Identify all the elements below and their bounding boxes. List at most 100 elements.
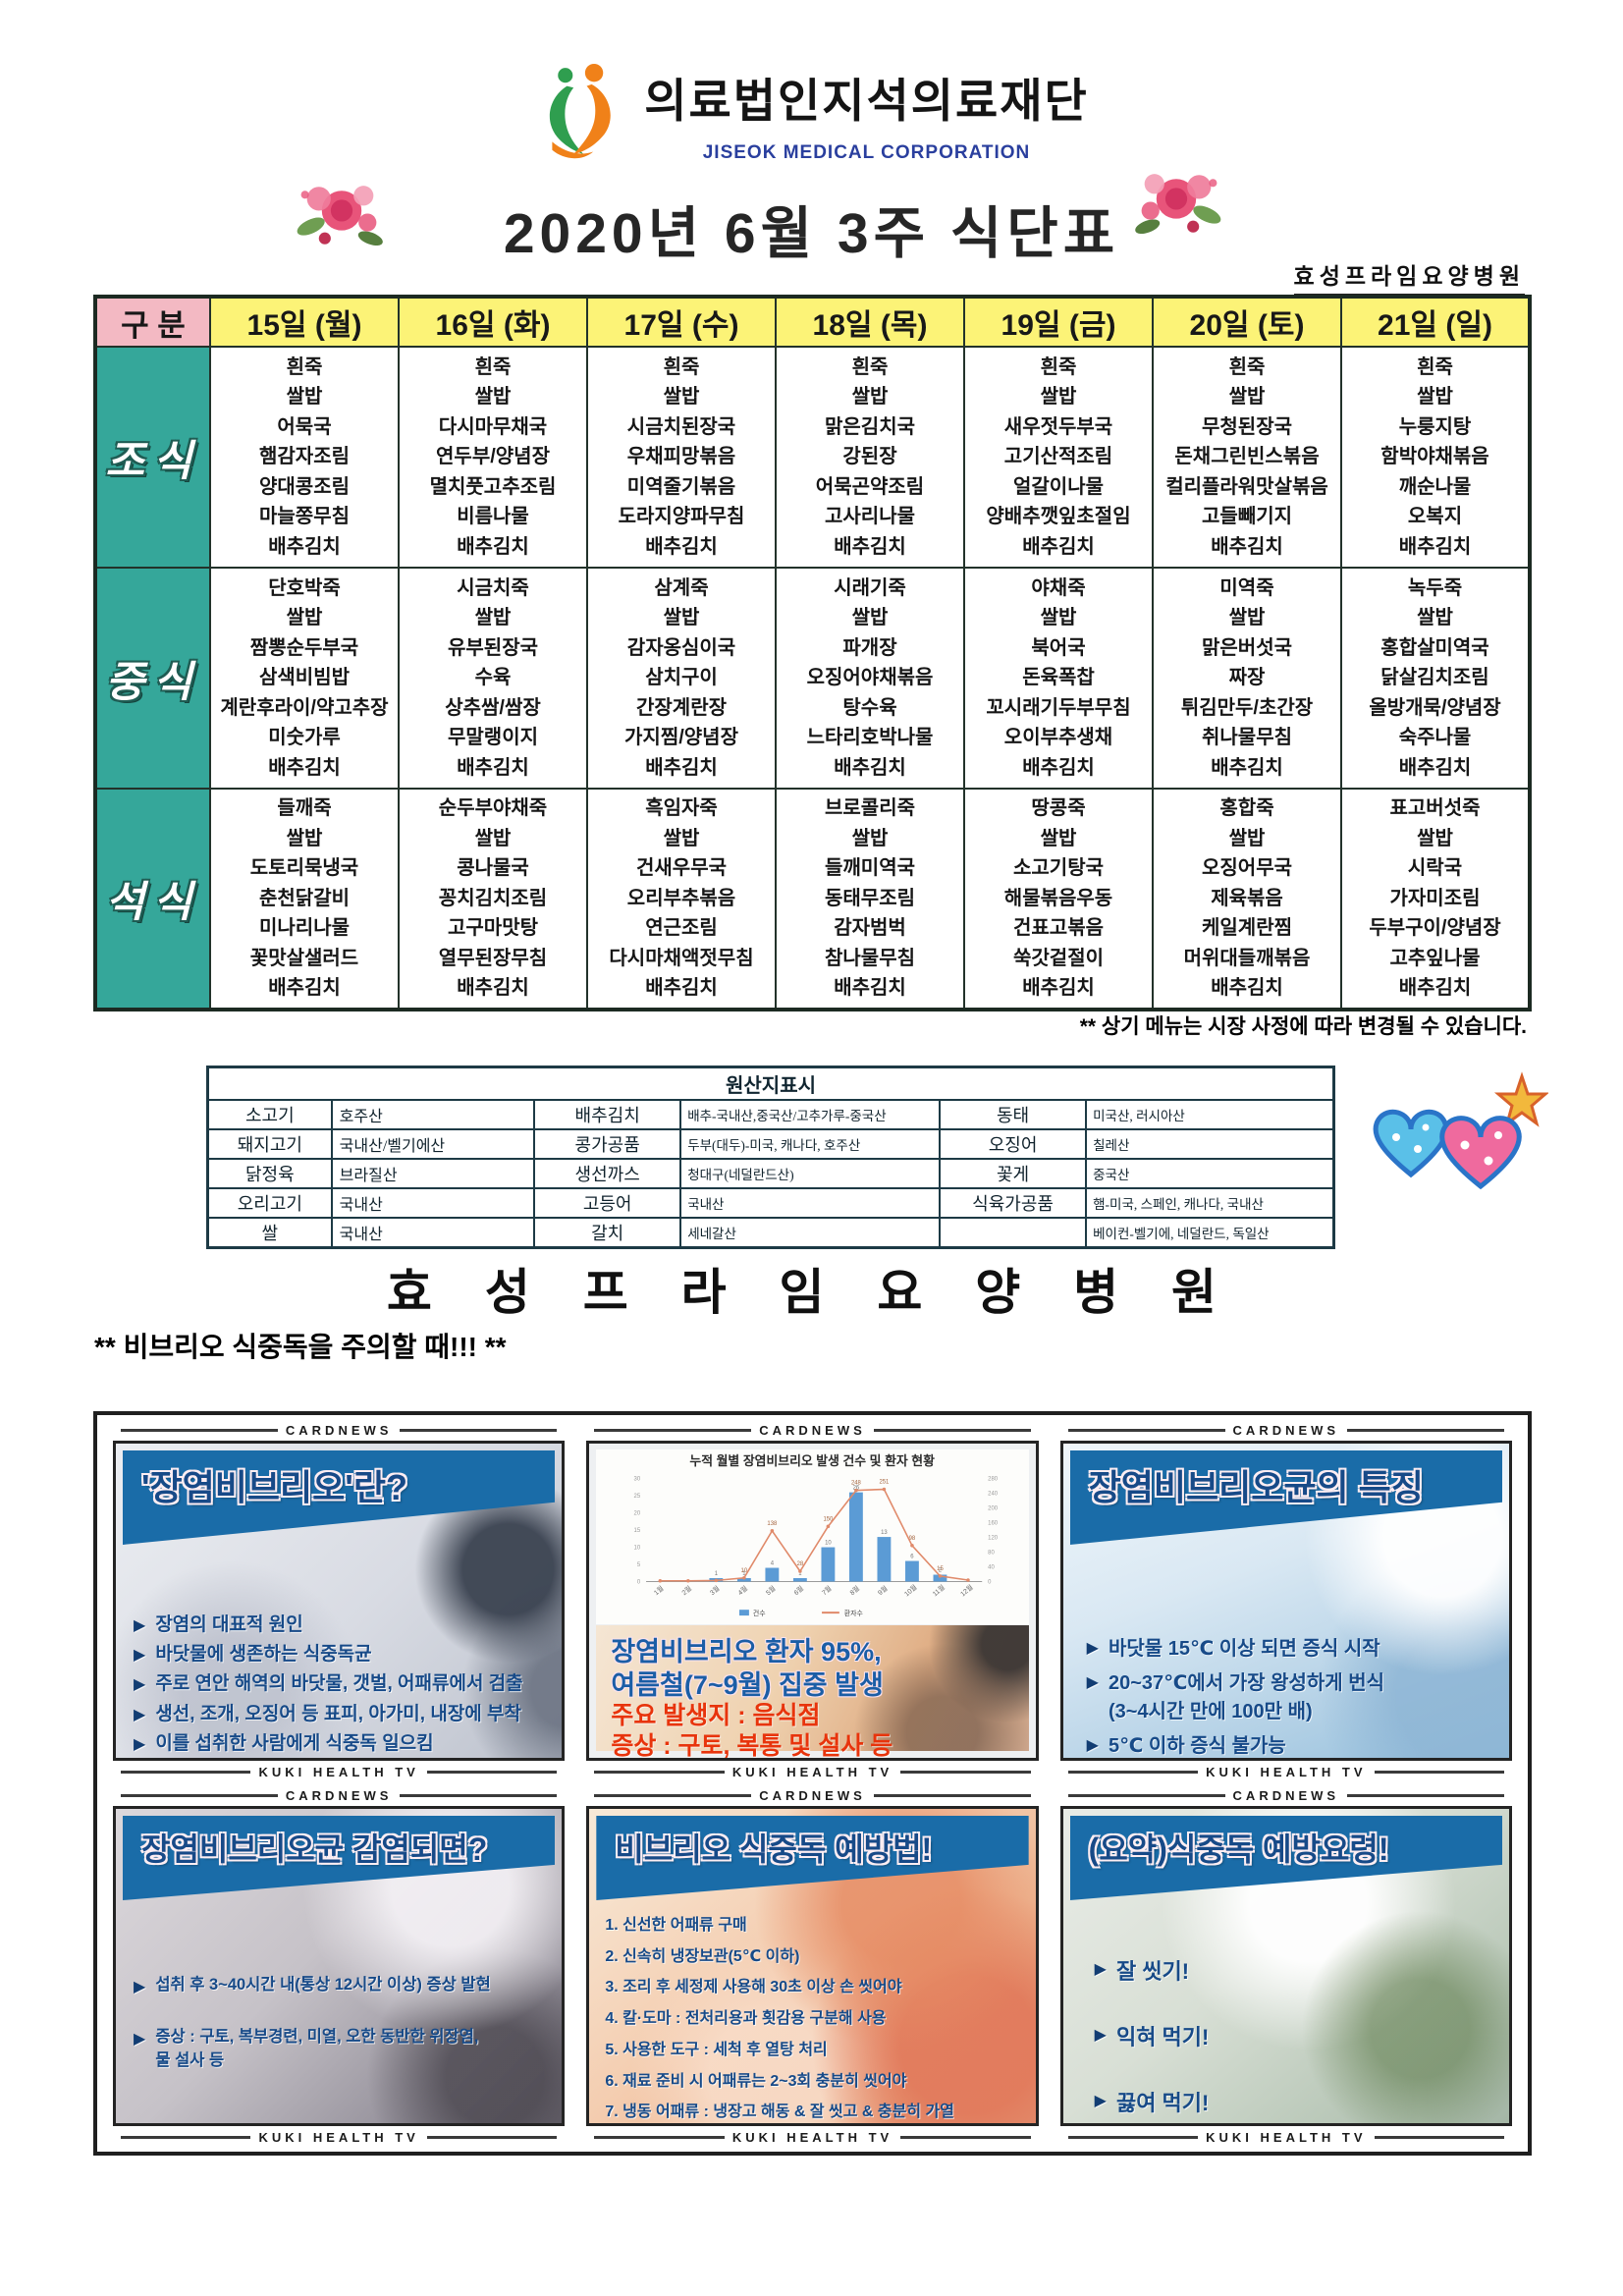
origin-item-cell: 소고기	[206, 1099, 333, 1130]
panel3-bullet-text: 바닷물 15℃ 이상 되면 증식 시작	[1108, 1638, 1380, 1660]
menu-cell: 흰죽 쌀밥 어묵국 햄감자조림 양대콩조림 마늘쫑무침 배추김치	[209, 346, 400, 569]
panel5-step: 7. 냉동 어패류 : 냉장고 해동 & 잘 씻고 & 충분히 가열	[605, 2104, 954, 2121]
svg-text:0: 0	[637, 1579, 641, 1585]
panel1-bullet-text: 이를 섭취한 사람에게 식중독 일으킴	[155, 1732, 434, 1754]
panel1-title: '장염비브리오'란?	[141, 1467, 407, 1507]
svg-text:건수: 건수	[753, 1609, 766, 1617]
menu-header-row: 구 분 15일 (월) 16일 (화) 17일 (수) 18일 (목) 19일 …	[94, 296, 1531, 348]
triangle-bullet-icon: ▶	[1094, 2093, 1107, 2110]
menu-item: 튀김만두/초간장	[1180, 696, 1314, 719]
panel1-bullet: ▶ 주로 연안 해역의 바닷물, 갯벌, 어패류에서 검출	[134, 1671, 552, 1698]
menu-item: 배추김치	[268, 535, 341, 558]
page-title: 2020년 6월 3주 식단표	[503, 202, 1120, 265]
hearts-decoration-icon	[1373, 1071, 1548, 1190]
org-name-korean: 의료법인지석의료재단	[644, 75, 1089, 127]
menu-cell: 삼계죽 쌀밥 감자옹심이국 삼치구이 간장계란장 가지찜/양념장 배추김치	[586, 567, 777, 790]
menu-item: 맑은김치국	[825, 415, 915, 438]
menu-item: 배추김치	[268, 756, 341, 779]
menu-cell: 흰죽 쌀밥 누룽지탕 함박야채볶음 깨순나물 오복지 배추김치	[1340, 346, 1531, 569]
origin-table-body: 소고기 호주산 배추김치 배추-국내산,중국산/고추가루-중국산 동태 미국산, 러시아산…	[206, 1099, 1335, 1249]
menu-cell: 들깨죽 쌀밥 도토리묵냉국 춘천닭갈비 미나리나물 꽃맛살샐러드 배추김치	[209, 788, 400, 1011]
panel1-bullet: ▶ 생선, 조개, 오징어 등 표피, 아가미, 내장에 부착	[134, 1702, 552, 1728]
menu-item: 취나물무침	[1202, 727, 1292, 749]
triangle-bullet-icon: ▶	[1086, 1640, 1099, 1657]
origin-item-cell: 콩가공품	[533, 1128, 682, 1160]
cardnews-panel-if-infected: CARDNEWS 장염비브리오균 감염되면? ▶ 섭취 후 3~40시간 내(통상…	[113, 1784, 566, 2148]
origin-value-cell: 칠레산	[1085, 1128, 1335, 1160]
jiseok-heart-logo-icon	[550, 63, 612, 159]
menu-item: 컬리플라워맛살볶음	[1165, 475, 1328, 498]
svg-text:4월: 4월	[736, 1584, 750, 1597]
origin-row: 닭정육 브라질산 생선까스 청대구(네덜란드산) 꽃게 중국산	[206, 1158, 1335, 1189]
menu-item: 미숫가루	[268, 727, 341, 749]
menu-item: 시락국	[1407, 857, 1463, 880]
panel4-bullet-text: 섭취 후 3~40시간 내(통상 12시간 이상) 증상 발현	[155, 1976, 491, 1994]
menu-item: 마늘쫑무침	[259, 506, 350, 528]
menu-item: 짜장	[1228, 667, 1266, 689]
menu-cell: 흰죽 쌀밥 맑은김치국 강된장 어묵곤약조림 고사리나물 배추김치	[775, 346, 965, 569]
svg-text:6월: 6월	[792, 1584, 806, 1597]
origin-row: 소고기 호주산 배추김치 배추-국내산,중국산/고추가루-중국산 동태 미국산, 러시아산	[206, 1099, 1335, 1130]
origin-item-cell: 꽃게	[939, 1158, 1088, 1189]
panel5-step: 1. 신선한 어패류 구매	[605, 1917, 747, 1934]
menu-item: 배추김치	[1398, 535, 1472, 558]
menu-item: 배추김치	[645, 977, 718, 1000]
menu-item: 어묵곤약조림	[815, 475, 925, 498]
menu-item: 배추김치	[1211, 535, 1283, 558]
svg-text:138: 138	[768, 1521, 779, 1527]
panel1-body: '장염비브리오'란? ▶ 장염의 대표적 원인 ▶ 바닷물에 생존하는 식중독균 ▶ 주로…	[113, 1441, 566, 1761]
menu-item: 오징어무국	[1202, 857, 1292, 880]
panel3-bullet-text: 5℃ 이하 증식 불가능	[1108, 1735, 1286, 1758]
menu-item: 오리부추볶음	[626, 887, 736, 909]
cardnews-panel-what-is-vibrio: CARDNEWS '장염비브리오'란? ▶ 장염의 대표적 원인 ▶ 바닷물에 생존하…	[113, 1419, 566, 1782]
panel1-bullets: ▶ 장염의 대표적 원인 ▶ 바닷물에 생존하는 식중독균 ▶ 주로 연안 해역의 바닷물…	[134, 1613, 552, 1758]
svg-text:12월: 12월	[958, 1582, 975, 1598]
svg-text:120: 120	[988, 1536, 999, 1542]
day-header-fri: 19일 (금)	[963, 296, 1154, 348]
svg-text:10: 10	[634, 1546, 641, 1552]
menu-cell: 시금치죽 쌀밥 유부된장국 수육 상추쌈/쌈장 무말랭이지 배추김치	[398, 567, 588, 790]
menu-item: 흰죽	[663, 355, 700, 378]
menu-item: 다시마무채국	[438, 415, 548, 438]
cardnews-panel-characteristics: CARDNEWS 장염비브리오균의 특징 ▶ 바닷물 15℃ 이상 되면 증식 시…	[1059, 1419, 1512, 1782]
svg-text:0: 0	[988, 1579, 992, 1585]
panel2-red-line: 증상 : 구토, 복통 및 설사 등	[611, 1731, 893, 1760]
svg-text:240: 240	[988, 1492, 999, 1498]
menu-item: 배추김치	[1211, 977, 1283, 1000]
menu-item: 배추김치	[1398, 756, 1472, 779]
day-header-mon: 15일 (월)	[209, 296, 400, 348]
menu-item: 삼치구이	[645, 667, 718, 689]
cardnews-header-label: CARDNEWS	[113, 1419, 565, 1441]
svg-text:7월: 7월	[820, 1584, 834, 1597]
menu-item: 소고기탕국	[1013, 857, 1104, 880]
svg-text:251: 251	[880, 1480, 890, 1486]
menu-item: 쌀밥	[851, 827, 889, 849]
panel2-photo-background	[596, 1625, 1029, 1751]
menu-item: 시금치죽	[457, 576, 529, 599]
menu-item: 흰죽	[1040, 355, 1077, 378]
origin-value-cell: 호주산	[330, 1099, 536, 1130]
svg-text:4: 4	[771, 1561, 775, 1567]
triangle-bullet-icon: ▶	[134, 2031, 146, 2049]
menu-change-note: ** 상기 메뉴는 시장 사정에 따라 변경될 수 있습니다.	[1079, 1015, 1527, 1038]
menu-item: 누룽지탕	[1398, 415, 1472, 438]
menu-item: 쌀밥	[851, 607, 889, 629]
cardnews-header-label: CARDNEWS	[1060, 1419, 1512, 1441]
rose-right-icon	[1135, 174, 1221, 234]
menu-item: 춘천닭갈비	[259, 887, 350, 909]
svg-text:28: 28	[797, 1561, 804, 1567]
origin-value-cell: 배추-국내산,중국산/고추가루-중국산	[679, 1099, 942, 1130]
origin-value-cell: 두부(대두)-미국, 캐나다, 호주산	[679, 1128, 942, 1160]
menu-item: 녹두죽	[1407, 576, 1463, 599]
origin-table-title: 원산지표시	[206, 1066, 1335, 1101]
org-names: 의료법인지석의료재단 JISEOK MEDICAL CORPORATION	[644, 63, 1088, 164]
origin-row: 돼지고기 국내산/벨기에산 콩가공품 두부(대두)-미국, 캐나다, 호주산 오징어 칠레…	[206, 1128, 1335, 1160]
menu-item: 고기산적조림	[1003, 446, 1113, 468]
origin-value-cell: 중국산	[1085, 1158, 1335, 1189]
panel5-steps: 1. 신선한 어패류 구매 2. 신속히 냉장보관(5℃ 이하) 3. 조리 후 세…	[605, 1915, 1027, 2123]
menu-cell: 표고버섯죽 쌀밥 시락국 가자미조림 두부구이/양념장 고추잎나물 배추김치	[1340, 788, 1531, 1011]
kuki-footer-label: KUKI HEALTH TV	[1060, 2126, 1512, 2148]
kuki-footer-label: KUKI HEALTH TV	[586, 1761, 1038, 1782]
svg-text:누적 월별 장염비브리오 발생 건수 및 환자 현황: 누적 월별 장염비브리오 발생 건수 및 환자 현황	[690, 1453, 936, 1468]
kuki-footer-label: KUKI HEALTH TV	[113, 1761, 565, 1782]
